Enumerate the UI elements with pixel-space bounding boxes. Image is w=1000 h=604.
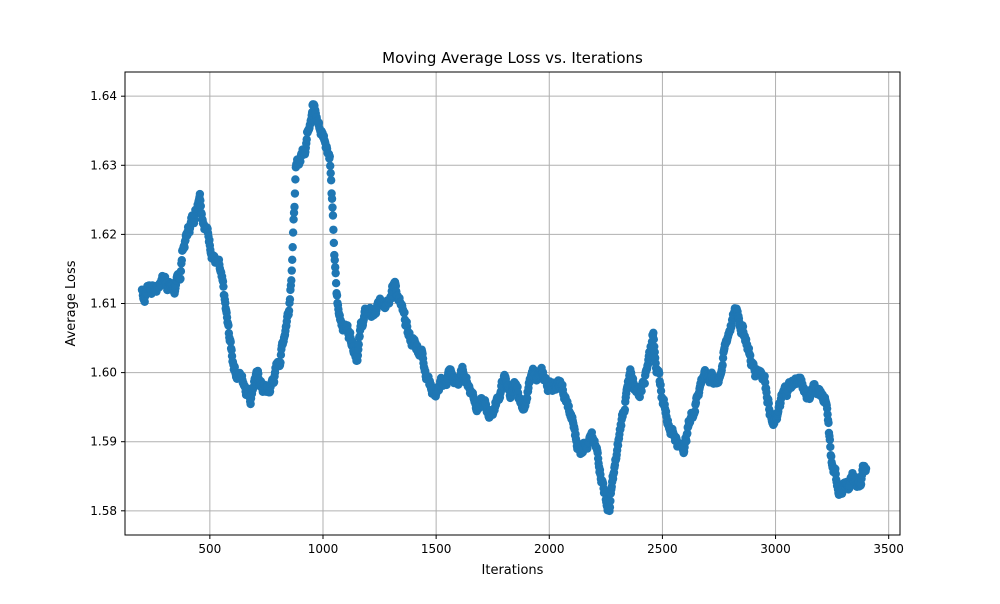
data-point [224,321,233,330]
data-point [718,360,727,370]
data-point [302,135,311,144]
data-point [284,306,294,315]
data-point [325,152,334,161]
data-point [655,369,664,378]
data-point [690,407,700,416]
y-tick-label: 1.64 [90,89,117,103]
data-point [764,399,773,408]
data-point [327,194,337,203]
data-point [826,442,835,452]
data-point [196,201,205,211]
data-point [606,496,615,506]
data-point [649,335,659,344]
data-point [861,464,871,473]
x-tick-label: 3000 [760,542,791,556]
data-point [329,238,339,248]
data-point [288,255,297,264]
data-point [330,255,339,265]
data-point [355,332,364,341]
data-point [620,405,630,414]
data-point [825,435,835,444]
data-point [285,295,295,304]
data-point [290,189,300,198]
data-point [617,421,626,430]
data-point [276,358,285,367]
data-point [332,291,342,300]
data-point [824,418,833,428]
x-tick-label: 3500 [873,542,904,556]
data-point [227,345,236,355]
data-point [177,255,186,265]
data-point [180,243,189,252]
data-point [328,203,337,212]
data-point [291,175,300,184]
data-point [640,379,649,388]
y-tick-label: 1.61 [90,297,117,311]
x-tick-label: 2000 [534,542,565,556]
x-tick-label: 1000 [308,542,339,556]
data-point [400,308,409,317]
data-point [287,276,296,285]
data-point [649,328,658,338]
data-point [656,386,666,396]
x-axis-label: Iterations [482,563,544,578]
data-point [219,282,228,291]
data-point [354,340,363,349]
data-point [522,394,532,403]
data-point [287,266,296,275]
data-point [326,161,335,171]
data-point [288,228,298,237]
data-point [331,279,341,288]
y-axis: 1.58 1.59 1.60 1.61 1.62 1.63 1.64 [90,89,125,518]
data-point [605,503,615,512]
data-point [328,211,338,220]
data-point [195,189,205,199]
data-point [226,337,235,347]
y-tick-label: 1.59 [90,435,117,449]
x-tick-label: 2500 [647,542,678,556]
data-point [290,202,299,212]
data-point [637,386,646,396]
y-tick-label: 1.62 [90,227,117,241]
grid [125,72,900,535]
data-point [288,242,297,252]
data-point [760,371,769,381]
data-point [682,436,691,446]
chart-title: Moving Average Loss vs. Iterations [382,49,643,67]
data-point [176,267,186,276]
data-point [326,168,335,178]
data-points [137,100,871,516]
y-tick-label: 1.60 [90,366,117,380]
y-tick-label: 1.58 [90,504,117,518]
data-point [176,274,185,283]
y-axis-label: Average Loss [64,260,79,346]
x-axis: 500 1000 1500 2000 2500 3000 3500 [198,535,904,556]
data-point [326,176,336,185]
x-tick-label: 1500 [421,542,452,556]
data-point [329,225,338,234]
y-tick-label: 1.63 [90,158,117,172]
data-point [289,215,298,224]
x-tick-label: 500 [198,542,221,556]
data-point [331,268,340,278]
